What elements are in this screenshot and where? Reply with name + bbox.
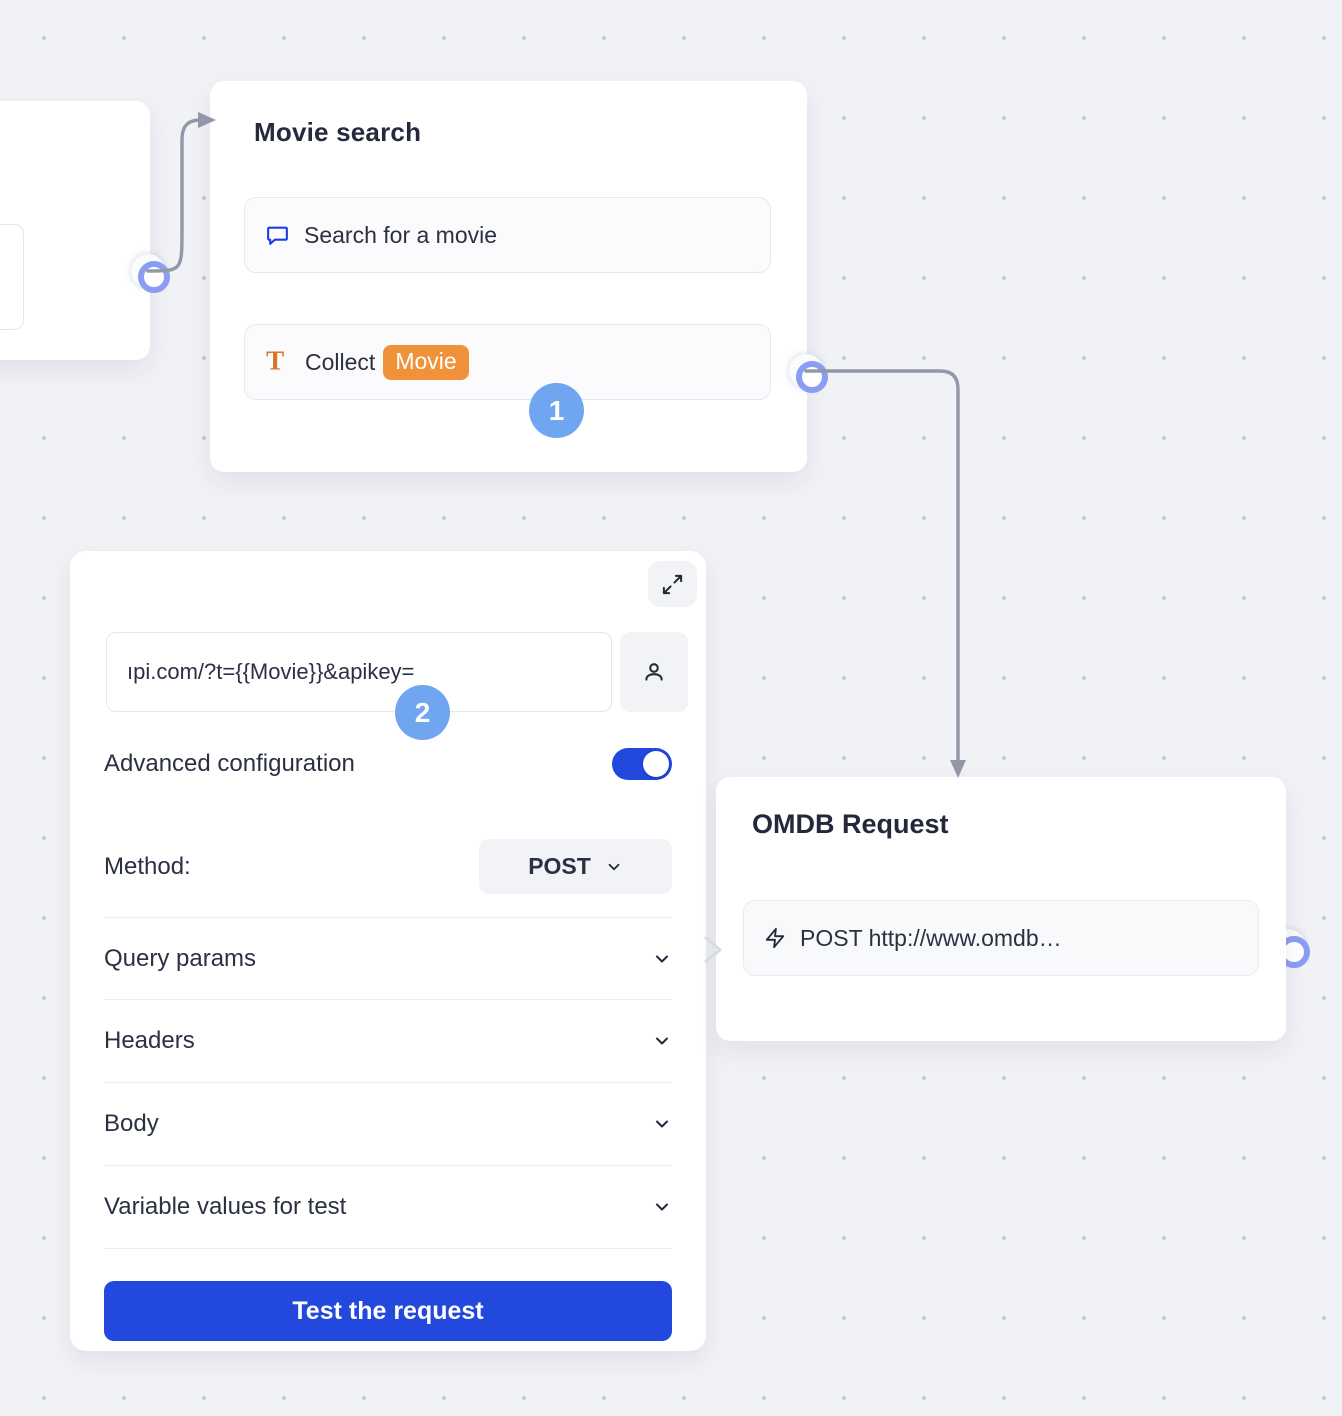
svg-text:T: T [266,349,284,375]
